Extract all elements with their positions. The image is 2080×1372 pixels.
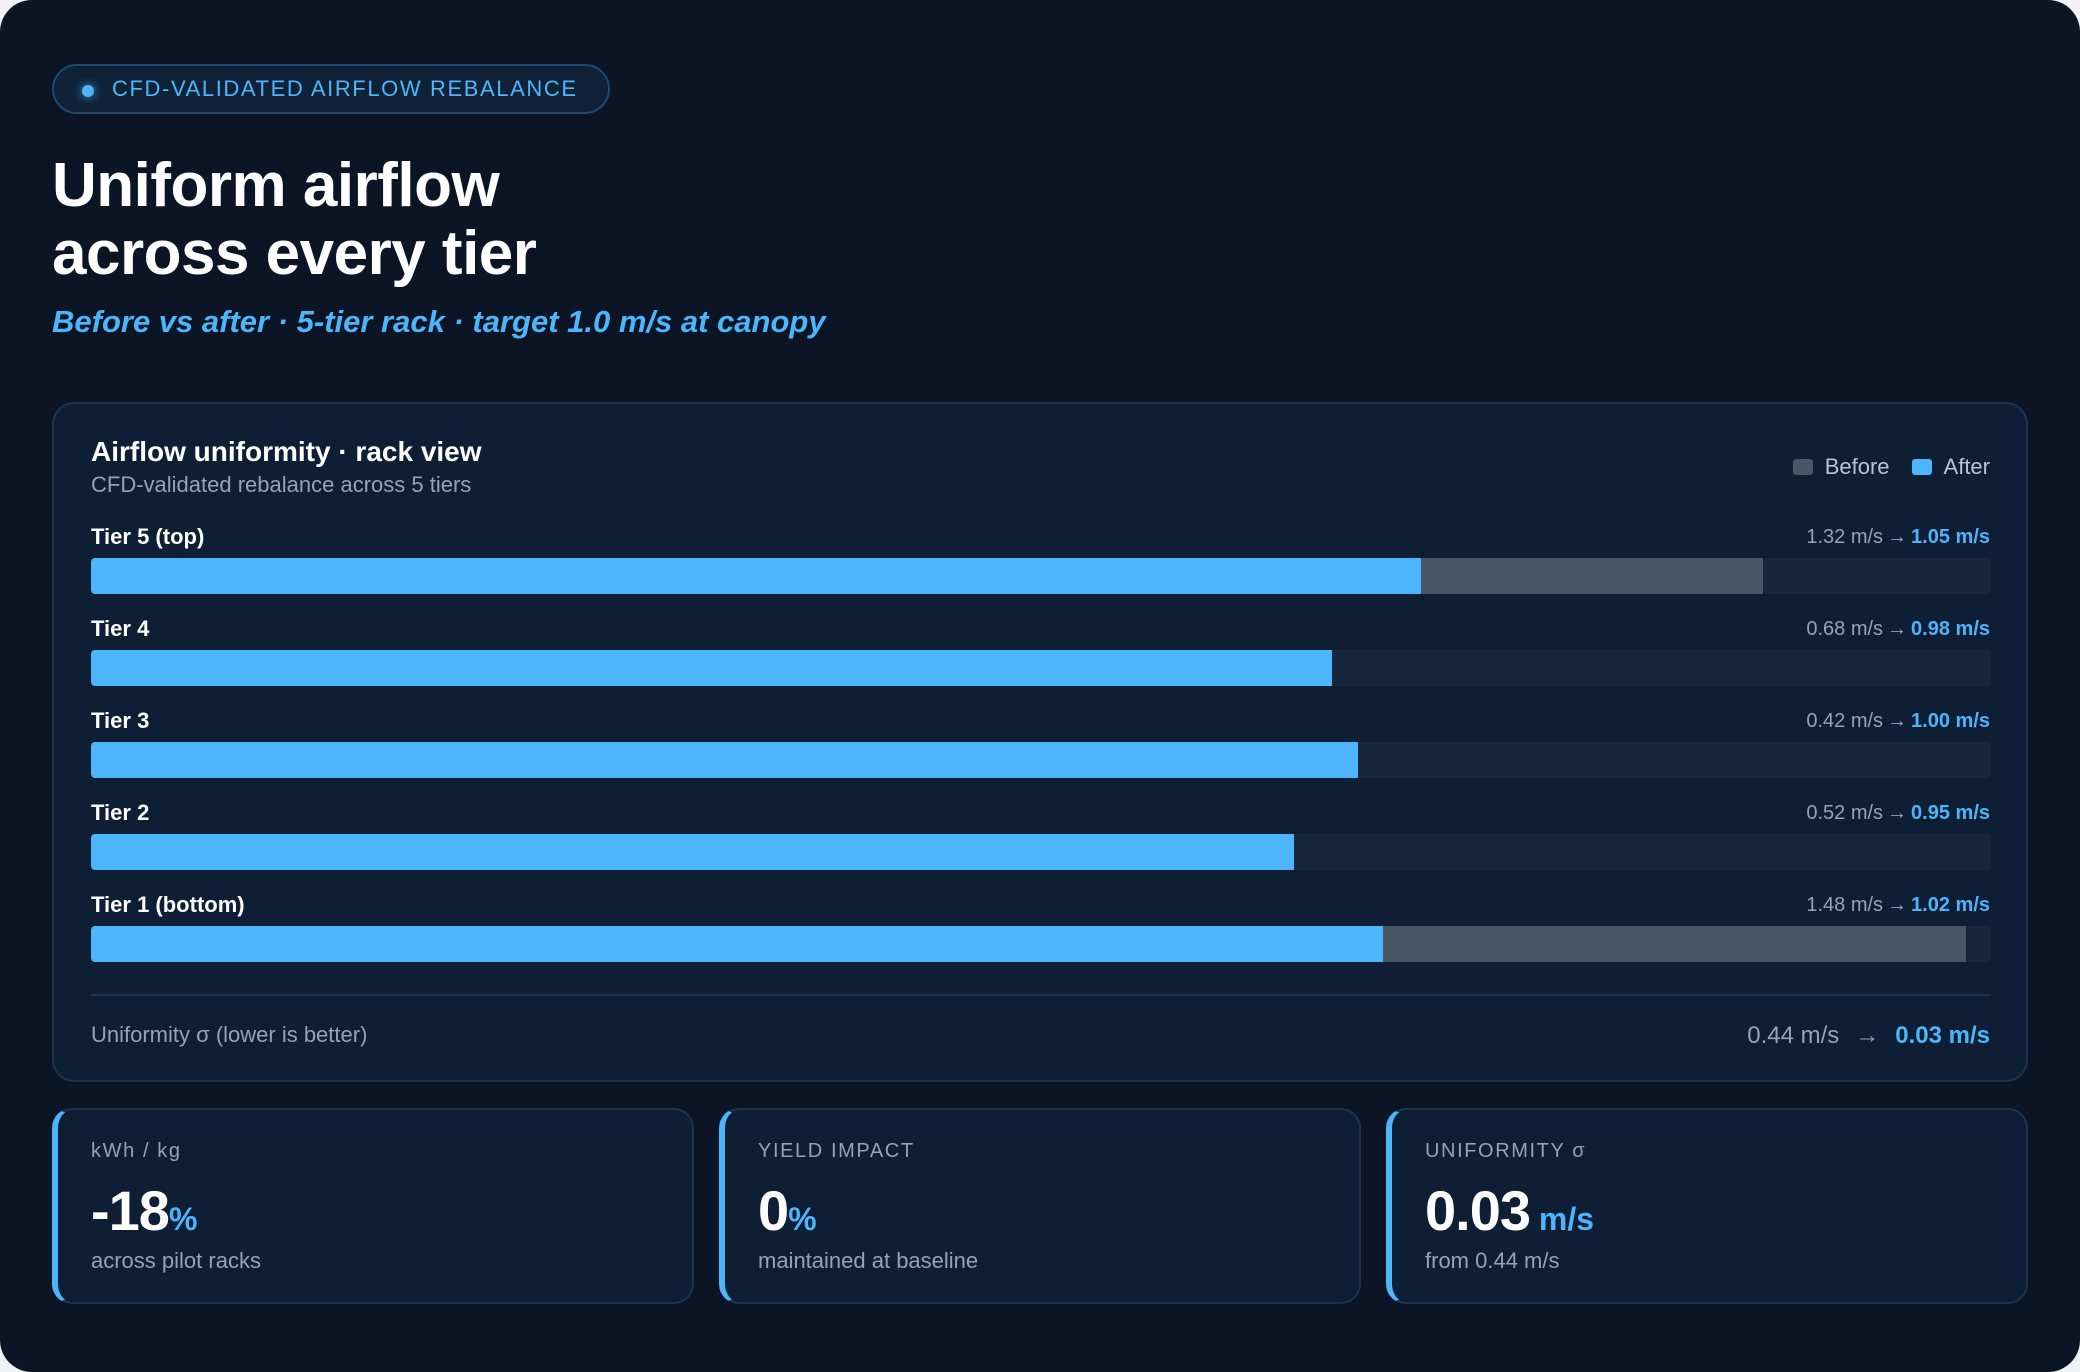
legend-item-after: After [1911,454,1990,480]
tier-label: Tier 1 (bottom) [91,892,245,917]
tier-bar-track [91,742,1991,778]
legend-swatch-after [1911,459,1932,475]
kpi-note: across pilot racks [91,1248,261,1273]
page-title: Uniform airflow across every tier [52,152,952,288]
kpi-value: 0.03 m/s [1425,1178,1594,1243]
legend-swatch-before [1792,459,1813,475]
tier-values: 1.48 m/s → 1.02 m/s [1806,894,1990,917]
status-dot-icon [82,85,94,97]
legend-label-after: After [1943,454,1990,479]
tier-value-before: 0.52 m/s [1806,802,1884,824]
kpi-unit: m/s [1530,1201,1595,1237]
bar-after [91,926,1383,962]
tier-values: 0.68 m/s → 0.98 m/s [1806,618,1990,641]
kpi-note: maintained at baseline [758,1248,979,1273]
kpi-note: from 0.44 m/s [1425,1248,1560,1273]
badge-pill: CFD-VALIDATED AIRFLOW REBALANCE [52,64,610,114]
kpi-card-uniformity: UNIFORMITY σ 0.03 m/s from 0.44 m/s [1386,1108,2028,1304]
arrow-right-icon: → [1887,802,1908,824]
kpi-value: 0% [758,1178,817,1243]
tier-label: Tier 3 [91,708,150,733]
tier-value-before: 1.48 m/s [1806,894,1884,916]
chart-title: Airflow uniformity · rack view [91,436,482,467]
arrow-right-icon: → [1855,1022,1880,1049]
kpi-card-yield: YIELD IMPACT 0% maintained at baseline [719,1108,1361,1304]
kpi-number: 0 [758,1179,789,1242]
bar-after [91,834,1294,870]
tier-values: 1.32 m/s → 1.05 m/s [1806,526,1990,549]
kpi-number: 0.03 [1425,1179,1531,1242]
page-subtitle: Before vs after · 5-tier rack · target 1… [52,304,826,339]
bar-after [91,558,1421,594]
uniformity-label: Uniformity σ (lower is better) [91,1022,368,1047]
tier-bar-track [91,926,1991,962]
arrow-right-icon: → [1887,710,1908,732]
arrow-right-icon: → [1887,526,1908,548]
badge-label: CFD-VALIDATED AIRFLOW REBALANCE [112,76,578,101]
kpi-label: UNIFORMITY σ [1425,1140,1587,1162]
tier-value-after: 0.95 m/s [1911,802,1990,824]
tier-label: Tier 5 (top) [91,524,205,549]
tier-values: 0.42 m/s → 1.00 m/s [1806,710,1990,733]
uniformity-values: 0.44 m/s → 0.03 m/s [1747,1022,1990,1050]
tier-value-before: 1.32 m/s [1806,526,1884,548]
chart-divider [91,994,1991,996]
uniformity-after: 0.03 m/s [1895,1022,1990,1049]
tier-value-after: 0.98 m/s [1911,618,1990,640]
chart-legend: Before After [1792,454,1990,480]
kpi-unit: % [168,1201,198,1237]
tier-value-after: 1.02 m/s [1911,894,1990,916]
kpi-number: -18 [91,1179,170,1242]
tier-bar-track [91,834,1991,870]
tier-value-before: 0.68 m/s [1806,618,1884,640]
tier-value-before: 0.42 m/s [1806,710,1884,732]
tier-bar-track [91,650,1991,686]
tier-values: 0.52 m/s → 0.95 m/s [1806,802,1990,825]
arrow-right-icon: → [1887,894,1908,916]
chart-subtitle: CFD-validated rebalance across 5 tiers [91,472,472,497]
bar-after [91,742,1358,778]
arrow-right-icon: → [1887,618,1908,640]
kpi-value: -18% [91,1178,197,1243]
tier-value-after: 1.05 m/s [1911,526,1990,548]
tier-value-after: 1.00 m/s [1911,710,1990,732]
tier-label: Tier 2 [91,800,150,825]
uniformity-before: 0.44 m/s [1747,1022,1840,1049]
bar-after [91,650,1332,686]
legend-item-before: Before [1792,454,1890,480]
kpi-label: kWh / kg [91,1140,182,1162]
kpi-label: YIELD IMPACT [758,1140,915,1162]
kpi-card-energy: kWh / kg -18% across pilot racks [52,1108,694,1304]
page-title-line-1: Uniform airflow [52,151,500,220]
airflow-chart-card: Airflow uniformity · rack view CFD-valid… [52,402,2028,1082]
kpi-unit: % [788,1201,817,1237]
tier-bar-track [91,558,1991,594]
tier-label: Tier 4 [91,616,150,641]
legend-label-before: Before [1824,454,1890,479]
page-title-line-2: across every tier [52,219,537,288]
